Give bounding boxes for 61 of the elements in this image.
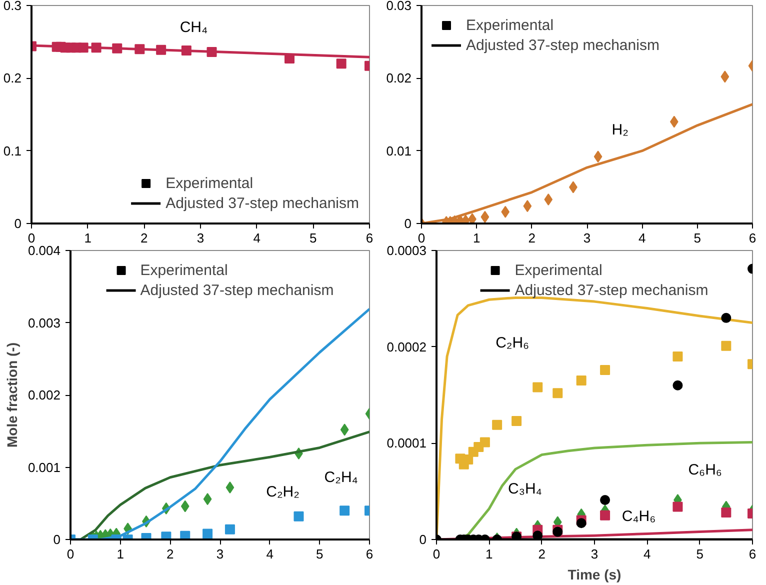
legend-label: Experimental (166, 174, 254, 192)
y-tick-label: 0 (404, 216, 412, 231)
y-tick-label: 0 (419, 532, 427, 547)
annotation: C₆H₆ (688, 462, 722, 479)
y-tick-label: 0.001 (28, 460, 61, 475)
x-tick-label: 3 (216, 546, 224, 562)
annotation: C₂H₄ (324, 468, 358, 486)
x-tick-label: 2 (538, 546, 546, 562)
y-tick-label: 0.3 (3, 0, 22, 13)
x-tick-label: 5 (696, 546, 704, 562)
x-tick-label: 6 (366, 230, 374, 246)
legend-label: Adjusted 37-step mechanism (166, 194, 359, 212)
x-tick-label: 4 (266, 546, 274, 562)
annotation: C₂H₆ (496, 334, 530, 352)
y-tick-label: 0.03 (386, 0, 412, 13)
y-tick-label: 0.02 (386, 70, 412, 86)
x-tick-label: 2 (166, 546, 174, 562)
x-tick-label: 4 (253, 230, 260, 246)
x-tick-label: 5 (316, 546, 324, 562)
y-tick-label: 0.003 (28, 315, 61, 330)
annotation: C₂H₂ (266, 483, 300, 500)
x-tick-label: 0 (66, 546, 74, 562)
y-tick-label: 0.0003 (386, 243, 427, 258)
y-axis-title: Mole fraction (-) (4, 342, 20, 448)
x-tick-label: 1 (116, 546, 124, 562)
x-tick-label: 4 (638, 230, 646, 246)
x-tick-label: 3 (196, 230, 204, 246)
x-tick-label: 1 (473, 230, 480, 246)
y-tick-label: 0 (14, 216, 22, 231)
legend-label: Adjusted 37-step mechanism (466, 36, 660, 54)
x-tick-label: 3 (590, 546, 598, 562)
y-tick-label: 0.1 (3, 143, 22, 158)
legend-label: Experimental (140, 262, 228, 278)
annotation: H₂ (612, 121, 629, 138)
x-tick-label: 6 (748, 546, 756, 562)
x-tick-label: 3 (583, 230, 591, 246)
x-tick-label: 6 (366, 546, 374, 562)
x-tick-label: 1 (84, 230, 92, 246)
legend-label: Adjusted 37-step mechanism (140, 282, 334, 298)
x-axis-title: Time (s) (568, 566, 622, 582)
y-tick-label: 0.0002 (386, 339, 427, 354)
annotation: C₄H₆ (622, 508, 656, 525)
y-tick-label: 0.01 (386, 143, 412, 158)
annotation: CH₄ (180, 18, 208, 36)
x-tick-label: 6 (748, 230, 756, 246)
y-tick-label: 0.002 (28, 388, 61, 402)
x-tick-label: 5 (694, 230, 701, 246)
legend-label: Experimental (466, 16, 554, 34)
legend-label: Experimental (514, 262, 602, 278)
x-tick-label: 0 (432, 546, 440, 562)
y-tick-label: 0.004 (28, 243, 61, 258)
annotation: C₃H₄ (508, 480, 542, 498)
legend-label: Adjusted 37-step mechanism (514, 282, 708, 298)
y-tick-label: 0.0001 (386, 436, 427, 451)
y-tick-label: 0 (53, 532, 61, 547)
x-tick-label: 2 (528, 230, 536, 246)
x-tick-label: 5 (310, 230, 317, 246)
y-tick-label: 0.2 (3, 70, 22, 86)
x-tick-label: 1 (486, 546, 493, 562)
x-tick-label: 4 (644, 546, 651, 562)
x-tick-label: 2 (140, 230, 148, 246)
